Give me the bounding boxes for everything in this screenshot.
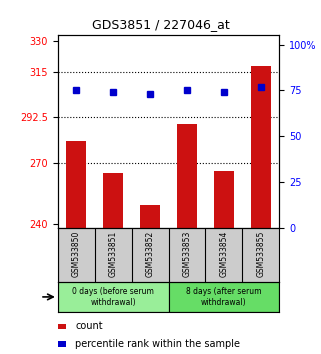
Bar bbox=[66, 141, 86, 228]
Text: GDS3851 / 227046_at: GDS3851 / 227046_at bbox=[91, 18, 230, 31]
Bar bbox=[140, 205, 160, 228]
Text: GSM533855: GSM533855 bbox=[256, 230, 265, 277]
Bar bbox=[251, 66, 271, 228]
Text: GSM533854: GSM533854 bbox=[219, 230, 229, 277]
Text: 0 days (before serum
withdrawal): 0 days (before serum withdrawal) bbox=[72, 287, 154, 307]
Text: count: count bbox=[75, 321, 103, 331]
Text: 8 days (after serum
withdrawal): 8 days (after serum withdrawal) bbox=[186, 287, 262, 307]
Text: percentile rank within the sample: percentile rank within the sample bbox=[75, 339, 240, 349]
Bar bbox=[177, 125, 197, 228]
Bar bbox=[103, 173, 123, 228]
Text: GSM533852: GSM533852 bbox=[145, 230, 155, 276]
Text: GSM533853: GSM533853 bbox=[182, 230, 192, 277]
Bar bbox=[214, 171, 234, 228]
FancyBboxPatch shape bbox=[58, 281, 169, 312]
Text: GSM533850: GSM533850 bbox=[72, 230, 81, 277]
Text: GSM533851: GSM533851 bbox=[108, 230, 118, 276]
FancyBboxPatch shape bbox=[169, 281, 279, 312]
